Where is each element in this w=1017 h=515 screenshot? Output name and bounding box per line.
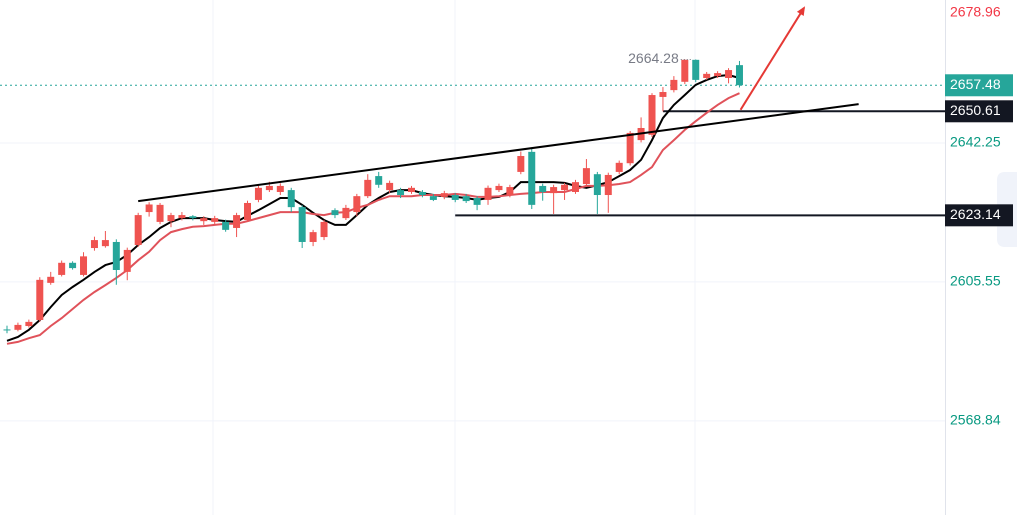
y-tick-label: 2642.25 <box>950 134 1001 150</box>
candle-body <box>287 190 295 208</box>
high-marker-label: 2664.28 <box>628 50 679 66</box>
candle-body <box>506 187 514 196</box>
candle-body <box>47 276 55 283</box>
candle-body <box>320 221 328 238</box>
candle-body <box>156 204 164 222</box>
candle-body <box>735 65 743 86</box>
candle-body <box>615 162 623 172</box>
price-label-box <box>945 100 1013 123</box>
price-label: 2623.14 <box>950 206 1001 222</box>
candle-body <box>134 215 142 246</box>
candle-body <box>495 185 503 191</box>
y-tick-label: 2605.55 <box>950 273 1001 289</box>
candle-body <box>539 185 547 192</box>
candle-body <box>692 59 700 80</box>
candle-body <box>331 210 339 216</box>
alert-price-label: 2678.96 <box>950 4 1001 20</box>
candle-body <box>353 196 361 213</box>
candle-body <box>254 187 262 200</box>
candle-body <box>14 324 22 330</box>
candle-body <box>484 187 492 200</box>
candle-body <box>69 262 77 269</box>
candle-body <box>725 70 733 79</box>
candle-body <box>211 218 219 222</box>
candle-body <box>604 174 612 196</box>
candle-body <box>451 195 459 200</box>
candle-body <box>517 156 525 172</box>
candle-body <box>36 279 44 320</box>
candle-body <box>473 198 481 205</box>
candle-body <box>429 196 437 200</box>
candle-body <box>528 151 536 205</box>
candle-body <box>276 185 284 192</box>
current-price-label: 2657.48 <box>950 76 1001 92</box>
candle-body <box>222 221 230 230</box>
candle-body <box>440 193 448 197</box>
candle-body <box>123 249 131 272</box>
candle-body <box>178 215 186 219</box>
candle-body <box>386 182 394 191</box>
candle-body <box>670 79 678 91</box>
candle-body <box>90 240 98 249</box>
candle-body <box>58 262 66 275</box>
candle-body <box>200 218 208 222</box>
candle-body <box>659 92 667 97</box>
candle-body <box>189 216 197 219</box>
candle-body <box>25 321 33 327</box>
price-label: 2650.61 <box>950 102 1001 118</box>
trendline <box>138 103 859 203</box>
candle-body <box>561 184 569 191</box>
candle-body <box>462 196 470 202</box>
candle-body <box>648 95 656 135</box>
candle-body <box>233 215 241 228</box>
candle-body <box>375 176 383 185</box>
price-axis: 2642.25 2605.55 2568.84 2650.61 2623.14 2657.… <box>945 4 1013 428</box>
candle-body <box>397 190 405 196</box>
candle-body <box>265 185 273 191</box>
candle-body <box>101 240 109 247</box>
current-price-box <box>945 74 1013 97</box>
candle-body <box>298 207 306 242</box>
plot-area: 2664.28 <box>0 6 945 422</box>
candle-body <box>3 329 11 331</box>
candle-body <box>550 187 558 194</box>
candle-body <box>571 182 579 192</box>
candle-body <box>626 132 634 164</box>
candle-body <box>309 232 317 242</box>
candle-body <box>244 202 252 221</box>
candle-body <box>593 174 601 196</box>
candle-body <box>364 179 372 197</box>
candle-body <box>418 191 426 196</box>
candle-body <box>145 204 153 213</box>
y-tick-label: 2568.84 <box>950 412 1001 428</box>
candle-body <box>112 241 120 270</box>
price-label-box <box>945 204 1013 227</box>
candle-body <box>714 73 722 77</box>
candle-body <box>582 168 590 185</box>
candle-body <box>342 207 350 219</box>
candle-body <box>703 73 711 79</box>
trendline <box>739 6 806 111</box>
candle-body <box>407 187 415 192</box>
candle-body <box>167 215 175 222</box>
candle-body <box>80 256 88 275</box>
candle-body <box>681 59 689 82</box>
